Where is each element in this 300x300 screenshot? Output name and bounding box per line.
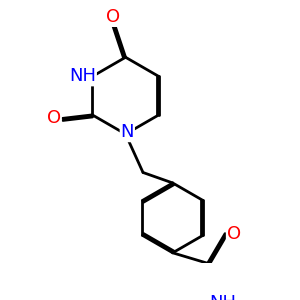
Text: N: N — [121, 123, 134, 141]
Text: O: O — [47, 110, 61, 128]
Text: NH: NH — [69, 68, 96, 85]
Text: O: O — [106, 8, 120, 26]
Text: O: O — [227, 225, 241, 243]
Text: NH₂: NH₂ — [210, 294, 244, 300]
